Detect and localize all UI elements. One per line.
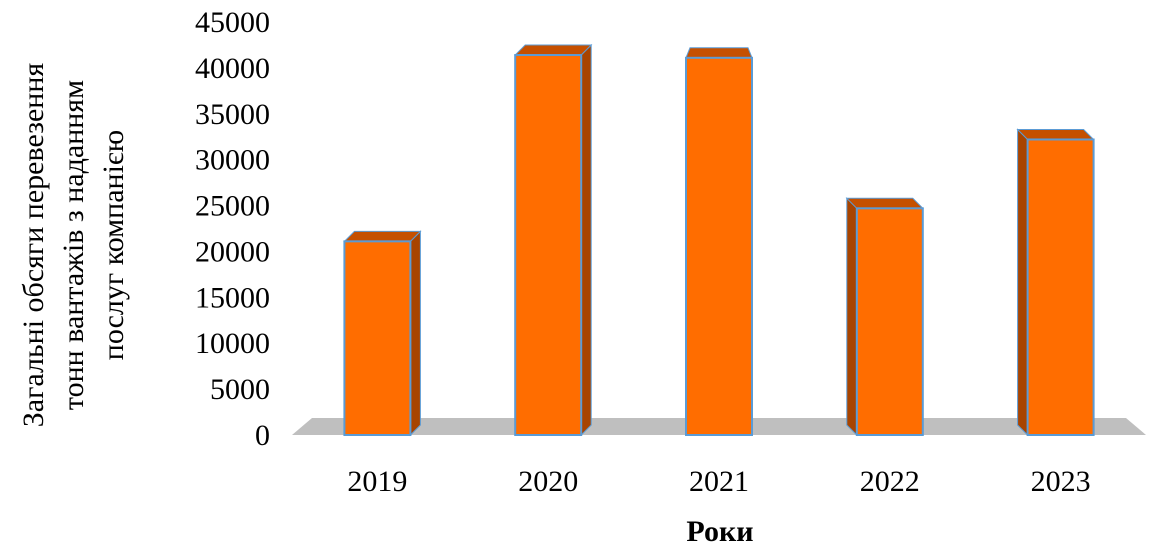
y-tick-label: 40000 <box>195 52 270 85</box>
x-tick-label: 2022 <box>860 465 920 498</box>
y-axis-label-line-1: Загальні обсяги перевезення <box>17 63 50 428</box>
bar-2023 <box>1016 128 1095 437</box>
y-tick-label: 25000 <box>195 190 270 223</box>
bar-front <box>343 240 412 436</box>
y-tick-label: 20000 <box>195 235 270 268</box>
bar-front <box>855 207 924 436</box>
bar-top <box>845 197 925 209</box>
x-tick-label: 2019 <box>347 465 407 498</box>
bar-top <box>1016 128 1095 140</box>
y-tick-label: 35000 <box>195 98 270 131</box>
y-axis-label-line-2: тонн вантажів з наданням <box>57 80 90 410</box>
bar-front <box>1026 138 1095 436</box>
bar-front <box>685 56 753 436</box>
bar-front <box>514 54 583 436</box>
y-tick-label: 5000 <box>210 373 270 406</box>
bar-2021 <box>685 47 753 436</box>
bar-side <box>409 230 421 437</box>
bar-side <box>1017 128 1029 437</box>
x-tick-label: 2023 <box>1031 465 1091 498</box>
y-tick-label: 45000 <box>195 6 270 39</box>
y-axis-label: Загальні обсяги перевезення тонн вантажі… <box>17 63 130 428</box>
bar-top <box>513 44 593 56</box>
bar-2019 <box>343 230 422 437</box>
bar-top <box>685 47 753 59</box>
bar-side <box>580 43 592 437</box>
y-tick-label: 10000 <box>195 327 270 360</box>
y-tick-label: 0 <box>255 419 270 452</box>
y-tick-label: 30000 <box>195 144 270 177</box>
y-axis-label-line-3: послуг компанією <box>97 130 130 360</box>
bar-side <box>846 197 858 437</box>
x-axis-label: Роки <box>686 515 753 548</box>
x-tick-label: 2020 <box>518 465 578 498</box>
y-tick-label: 15000 <box>195 281 270 314</box>
bar-2022 <box>845 197 925 437</box>
bar-top <box>343 230 422 242</box>
bar-2020 <box>513 43 593 437</box>
x-tick-label: 2021 <box>689 465 749 498</box>
